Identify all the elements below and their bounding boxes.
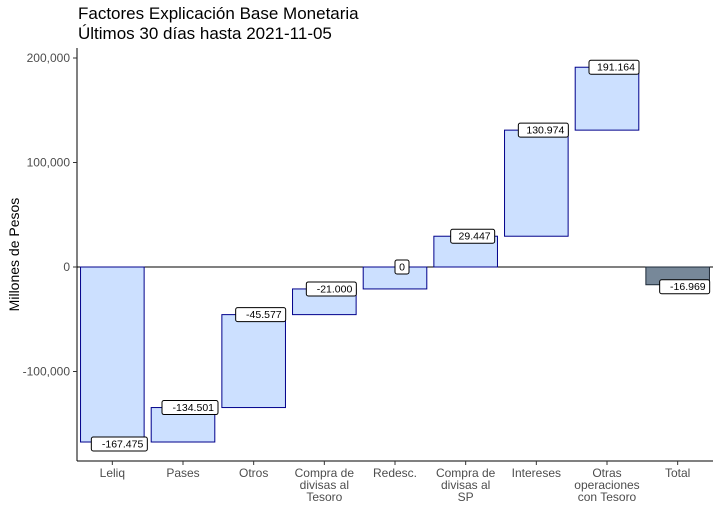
data-label: 29.447 bbox=[459, 231, 491, 243]
x-tick-label: Leliq bbox=[100, 466, 125, 480]
y-tick-label: 0 bbox=[63, 260, 70, 274]
bar-1 bbox=[80, 266, 145, 443]
x-tick-label: Redesc. bbox=[373, 466, 417, 480]
x-tick-label: con Tesoro bbox=[578, 490, 637, 504]
x-tick-label: Compra de bbox=[436, 466, 496, 480]
y-tick-label: 200,000 bbox=[27, 51, 71, 65]
data-label: 191.164 bbox=[597, 62, 635, 74]
data-label-box bbox=[588, 59, 640, 75]
data-label-box bbox=[90, 436, 148, 452]
x-tick-label: divisas al bbox=[441, 478, 490, 492]
data-label-box bbox=[305, 281, 357, 297]
bar-7 bbox=[504, 129, 569, 237]
x-tick-label: Total bbox=[665, 466, 690, 480]
x-tick-label: divisas al bbox=[300, 478, 349, 492]
x-tick-label: Intereses bbox=[512, 466, 561, 480]
bar-8 bbox=[574, 66, 640, 131]
data-label-box bbox=[517, 122, 569, 138]
data-label: 0 bbox=[399, 262, 405, 274]
x-tick-label: Otras bbox=[592, 466, 621, 480]
data-label-box bbox=[394, 259, 410, 275]
data-label-box bbox=[235, 307, 287, 323]
data-label-box bbox=[659, 279, 711, 295]
chart-title-line-1: Factores Explicación Base Monetaria bbox=[78, 4, 359, 23]
y-axis-title: Millones de Pesos bbox=[6, 198, 22, 312]
data-label: 130.974 bbox=[526, 125, 564, 137]
x-tick-label: operaciones bbox=[574, 478, 639, 492]
chart-title-line-2: Últimos 30 días hasta 2021-11-05 bbox=[78, 24, 332, 43]
x-tick-label: Tesoro bbox=[306, 490, 342, 504]
x-tick-label: Compra de bbox=[295, 466, 355, 480]
bar-3 bbox=[221, 314, 286, 409]
x-tick-label: Pases bbox=[166, 466, 199, 480]
data-label-box bbox=[450, 228, 496, 244]
data-label: -16.969 bbox=[670, 281, 706, 293]
x-tick-label: SP bbox=[458, 490, 474, 504]
data-label: -21.000 bbox=[317, 283, 353, 295]
data-label: -167.475 bbox=[102, 439, 144, 451]
data-label-box bbox=[161, 400, 219, 416]
y-tick-label: -100,000 bbox=[23, 365, 71, 379]
x-tick-label: Otros bbox=[239, 466, 268, 480]
y-tick-label: 100,000 bbox=[27, 156, 71, 170]
data-label: -134.501 bbox=[173, 402, 215, 414]
data-label: -45.577 bbox=[246, 309, 282, 321]
chart-title: Factores Explicación Base Monetaria Últi… bbox=[78, 4, 359, 44]
